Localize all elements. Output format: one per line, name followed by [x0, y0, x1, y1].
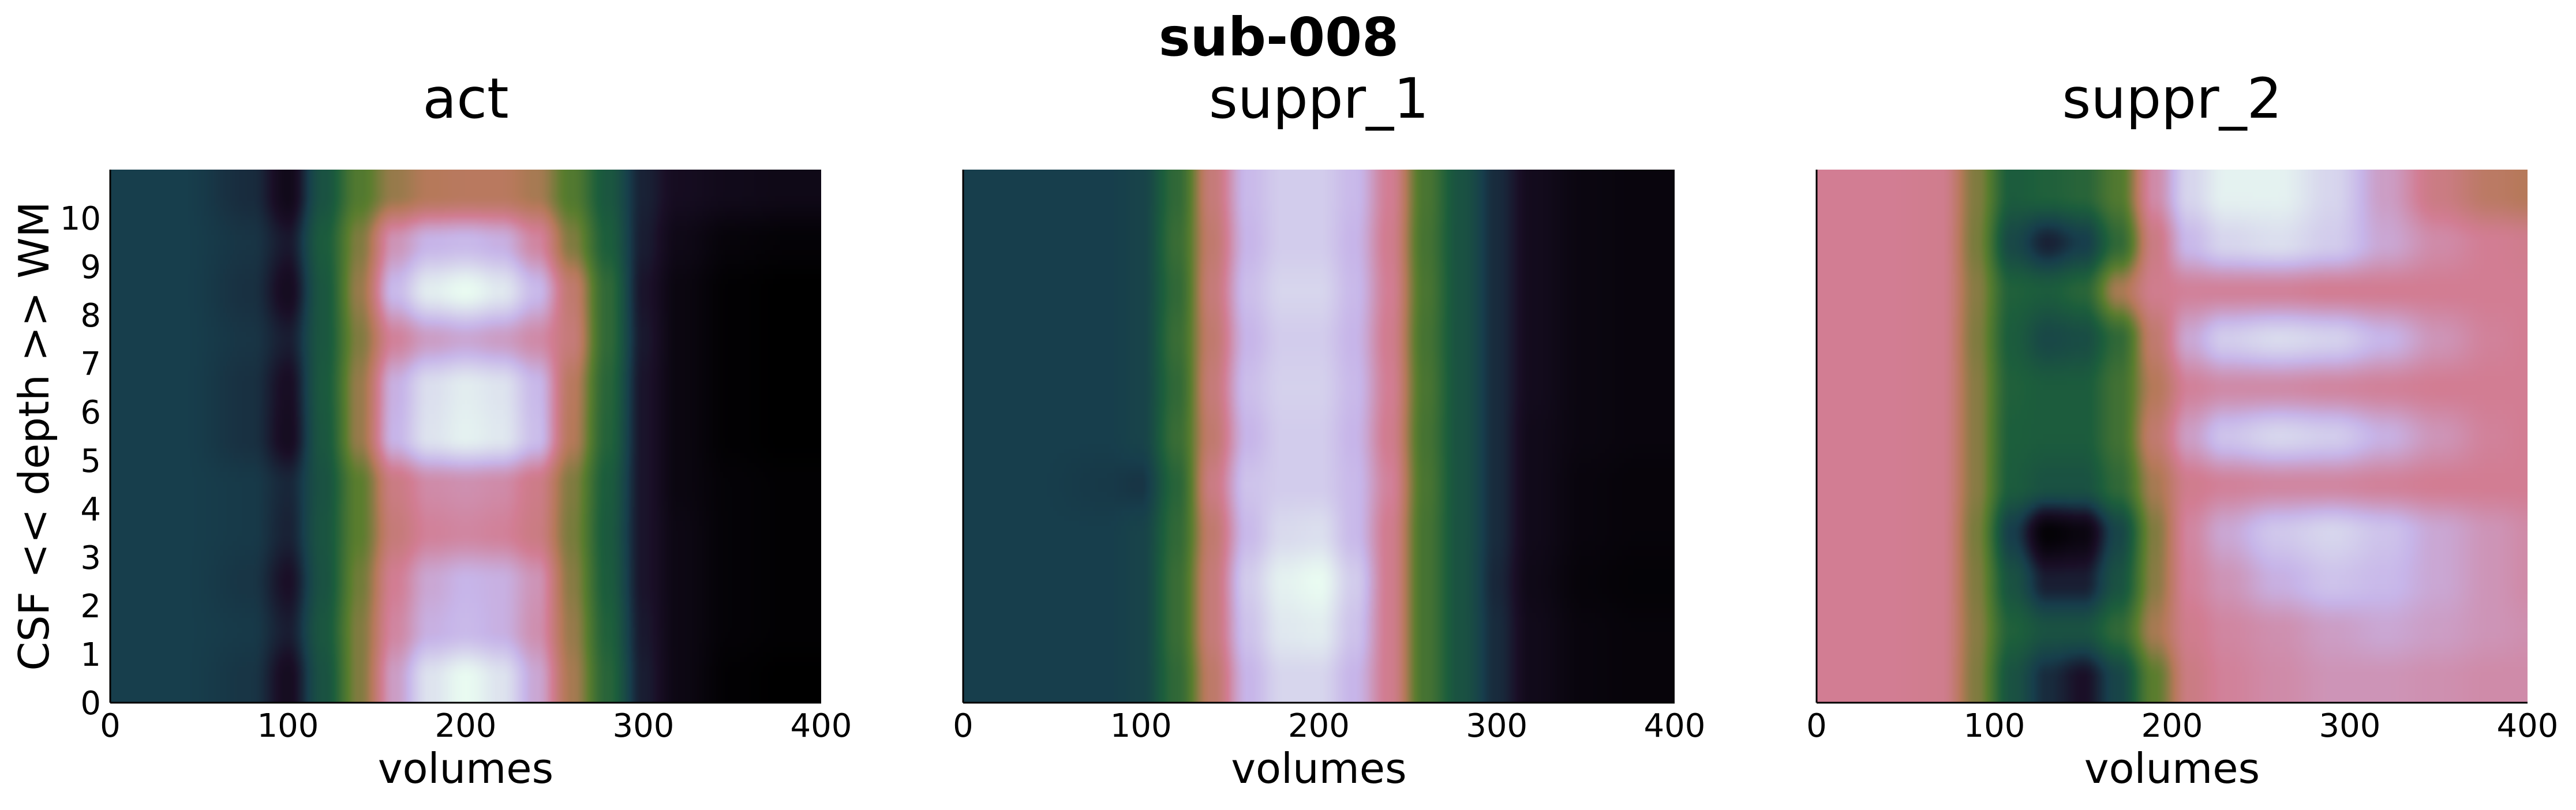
x-tick-label: 400: [1644, 707, 1706, 745]
y-tick-label: 7: [80, 346, 101, 383]
x-tick-label: 100: [1964, 707, 2025, 745]
panel-title: suppr_1: [1209, 66, 1429, 131]
x-tick-label: 200: [435, 707, 497, 745]
panel-title: act: [422, 66, 508, 131]
x-axis-label: volumes: [2084, 744, 2260, 793]
x-tick-label: 200: [2141, 707, 2203, 745]
y-tick-label: 10: [60, 200, 101, 238]
y-tick-label: 8: [80, 297, 101, 335]
figure-suptitle: sub-008: [1159, 6, 1399, 68]
heatmap-image: [963, 170, 1675, 703]
y-tick-label: 2: [80, 588, 101, 625]
y-tick-label: 5: [80, 442, 101, 480]
x-axis-label: volumes: [378, 744, 553, 793]
x-tick-label: 400: [2497, 707, 2559, 745]
x-tick-label: 0: [100, 707, 121, 745]
x-tick-label: 100: [257, 707, 319, 745]
x-tick-label: 400: [791, 707, 852, 745]
y-tick-label: 9: [80, 249, 101, 286]
x-tick-label: 100: [1110, 707, 1172, 745]
y-axis-label: CSF << depth >> WM: [10, 201, 58, 670]
x-tick-label: 300: [2319, 707, 2381, 745]
x-axis-label: volumes: [1231, 744, 1406, 793]
heatmap-image: [110, 170, 821, 703]
panel-title: suppr_2: [2062, 66, 2282, 131]
x-tick-label: 300: [1466, 707, 1527, 745]
y-tick-label: 1: [80, 636, 101, 674]
y-tick-label: 3: [80, 539, 101, 577]
heatmap-image: [1817, 170, 2528, 703]
y-tick-label: 0: [80, 685, 101, 722]
x-tick-label: 0: [1806, 707, 1827, 745]
y-tick-label: 6: [80, 394, 101, 432]
x-tick-label: 300: [613, 707, 675, 745]
x-tick-label: 0: [953, 707, 974, 745]
x-tick-label: 200: [1288, 707, 1350, 745]
y-tick-label: 4: [80, 491, 101, 528]
